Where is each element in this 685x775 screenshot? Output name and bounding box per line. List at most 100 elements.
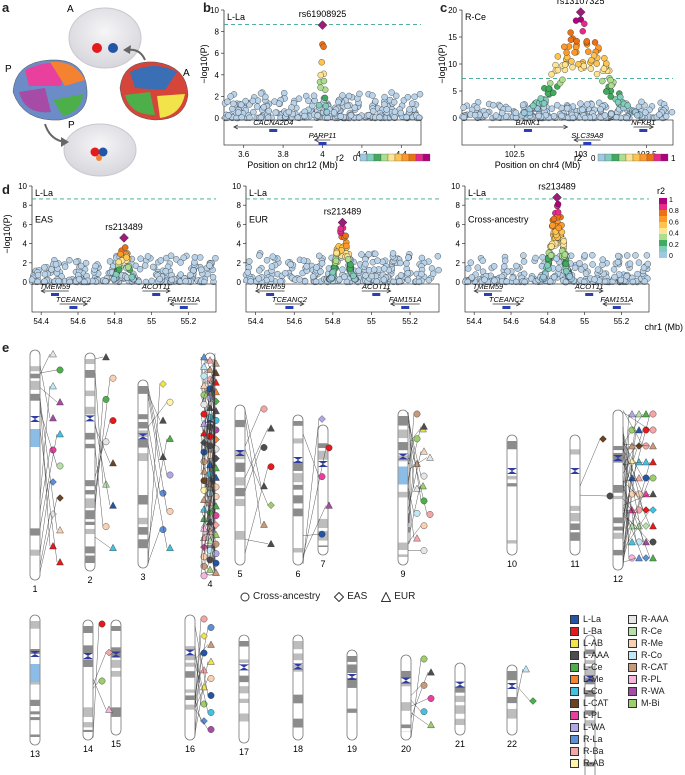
region-legend-label: L-AAA	[583, 650, 610, 660]
x-tick-label: 103	[574, 150, 588, 159]
snp-point	[144, 253, 152, 260]
region-legend-item: M-Bi	[628, 698, 660, 708]
marker-connector	[194, 618, 202, 704]
brain-bottom-region	[96, 155, 102, 161]
gene-name: BANK1	[516, 118, 541, 127]
region-legend-item: L-La	[570, 614, 601, 624]
chromosome-21	[454, 662, 466, 736]
region-legend-item: L-Ba	[570, 626, 602, 636]
chromosome-band	[613, 495, 623, 500]
chromosome-band	[239, 698, 249, 703]
chromosome-band	[85, 555, 95, 563]
chromosome-band	[185, 671, 195, 678]
marker-connector	[409, 428, 421, 443]
y-tick-label: 10	[451, 182, 460, 191]
chromosome-band	[111, 626, 121, 631]
snp-point	[257, 90, 265, 97]
snp-point	[246, 114, 253, 121]
y-tick-label: 15	[448, 33, 457, 42]
locus-marker	[207, 675, 215, 682]
chromosome-label: 1	[32, 584, 37, 594]
marker-connector	[147, 386, 168, 476]
locus-marker	[420, 472, 428, 480]
y-tick-label: 0	[456, 278, 461, 287]
chromosome-band	[205, 545, 215, 549]
chromosome-body	[292, 414, 304, 566]
arrow-icon	[61, 137, 69, 147]
locus-marker	[56, 558, 64, 566]
region-legend-label: R-PL	[641, 674, 662, 684]
snp-point	[333, 249, 340, 257]
locus-marker	[420, 497, 428, 505]
chromosome-band	[570, 449, 580, 455]
chromosome-band	[293, 718, 303, 728]
r2-legend-title: r2	[574, 153, 582, 163]
marker-connector	[410, 672, 429, 718]
ancestry-label: EAS	[35, 214, 53, 224]
legend-eur: EUR	[381, 591, 415, 602]
chromosome-label: 9	[400, 569, 405, 579]
r2-legend-swatch	[659, 240, 667, 246]
snp-point	[479, 257, 486, 264]
marker-connector	[94, 446, 104, 527]
snp-point	[561, 43, 568, 50]
chromosome-19	[346, 649, 358, 741]
chromosome-band	[293, 653, 303, 661]
marker-connector	[200, 358, 216, 453]
marker-connector	[200, 367, 216, 472]
snp-point	[383, 106, 390, 113]
snp-point	[571, 49, 578, 56]
gene-exon	[51, 293, 59, 296]
gene-exon	[484, 293, 492, 296]
marker-connector	[147, 529, 161, 564]
chromosome-band	[138, 414, 148, 420]
snp-point	[554, 53, 562, 60]
marker-connector	[516, 668, 524, 698]
marker-connector	[94, 422, 111, 506]
marker-connector	[39, 369, 58, 374]
snp-point	[512, 109, 519, 117]
marker-connector	[622, 441, 644, 479]
marker-connector	[194, 635, 202, 706]
marker-connector	[302, 418, 320, 564]
locus-marker	[166, 398, 174, 406]
marker-connector	[147, 394, 168, 512]
region-legend-label: L-WA	[583, 722, 606, 732]
region-legend-label: R-CAT	[641, 662, 668, 672]
locus-marker	[200, 572, 208, 580]
chromosome-band	[293, 473, 303, 483]
snp-point	[256, 252, 263, 259]
chromosome-band	[347, 677, 357, 688]
chromosome-11	[569, 434, 581, 556]
snp-point	[611, 273, 618, 281]
chromosome-band	[455, 686, 465, 693]
snp-point	[177, 271, 184, 278]
centromere	[507, 468, 517, 474]
marker-connector	[94, 426, 111, 464]
locus-marker	[212, 559, 220, 567]
snp-point	[162, 268, 169, 275]
region-swatch	[628, 698, 637, 708]
marker-connector	[410, 698, 429, 707]
snp-point	[405, 254, 412, 261]
marker-connector	[194, 652, 202, 735]
snp-point	[265, 107, 272, 115]
locus-marker	[206, 356, 214, 364]
locus-marker	[642, 522, 650, 530]
locus-marker	[166, 507, 174, 515]
region-swatch	[570, 710, 579, 720]
r2-legend-swatch	[604, 153, 613, 162]
locus-marker	[318, 473, 326, 481]
locus-marker	[207, 726, 215, 733]
chromosome-label: 18	[293, 744, 303, 754]
chromosome-label: 6	[295, 569, 300, 579]
gene-arrow-icon	[386, 288, 392, 294]
centromere	[185, 649, 195, 656]
snp-point	[548, 105, 556, 112]
locus-marker	[49, 414, 57, 422]
x-tick-label: 54.6	[286, 317, 302, 326]
brain-left-region	[53, 94, 83, 116]
chromosome-band	[507, 708, 517, 719]
chromosome-band	[613, 517, 623, 524]
snp-point	[227, 93, 234, 100]
